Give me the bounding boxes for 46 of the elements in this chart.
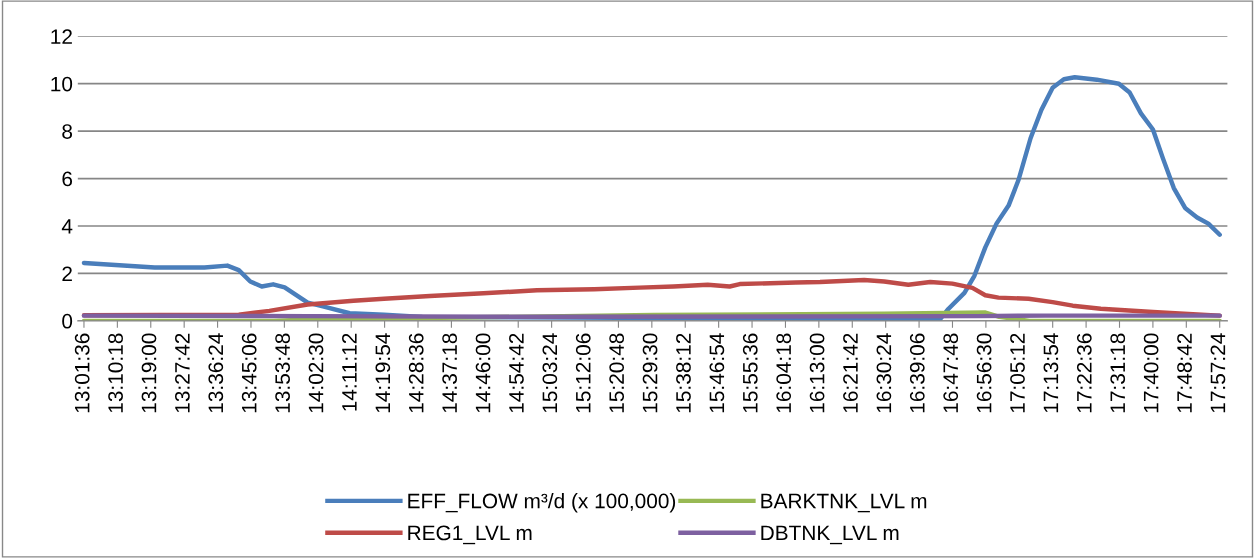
x-tick-label: 17:05:12 <box>1010 333 1025 413</box>
x-tick-label: 13:53:48 <box>275 333 290 413</box>
y-tick-label: 8 <box>62 124 73 139</box>
x-tick-label: 17:48:42 <box>1177 333 1192 413</box>
x-tick-label: 13:19:00 <box>141 333 157 413</box>
x-tick-label: 17:22:36 <box>1076 333 1092 413</box>
x-tick-label: 17:40:00 <box>1143 333 1159 413</box>
x-tick-label: 13:10:18 <box>108 333 123 413</box>
x-tick-label: 14:11:12 <box>342 333 357 411</box>
x-tick-label: 13:36:24 <box>208 333 224 413</box>
y-tick-label: 0 <box>62 313 73 329</box>
x-tick-label: 17:13:54 <box>1043 333 1059 413</box>
x-tick-label: 16:39:06 <box>909 333 925 413</box>
x-tick-label: 15:20:48 <box>609 333 625 413</box>
legend-label: BARKTNK_LVL m <box>761 493 927 513</box>
x-tick-label: 13:27:42 <box>175 333 190 413</box>
x-tick-label: 16:47:48 <box>943 333 959 413</box>
x-tick-label: 13:45:06 <box>241 333 257 413</box>
y-tick-label: 4 <box>61 219 73 234</box>
x-tick-label: 16:04:18 <box>776 333 792 413</box>
x-tick-label: 15:12:06 <box>575 333 591 413</box>
x-tick-label: 17:57:24 <box>1210 333 1226 413</box>
legend-label: DBTNK_LVL m <box>761 525 899 545</box>
x-tick-label: 14:37:18 <box>442 333 457 413</box>
legend-label: EFF_FLOW m³/d (x 100,000) <box>408 493 676 513</box>
x-tick-label: 16:56:30 <box>976 333 992 413</box>
x-tick-label: 16:13:00 <box>809 333 825 413</box>
y-tick-label: 12 <box>51 29 72 44</box>
x-tick-label: 14:46:00 <box>475 333 491 413</box>
x-tick-label: 14:19:54 <box>375 333 391 413</box>
x-tick-label: 15:03:24 <box>542 333 558 413</box>
x-tick-label: 15:38:12 <box>676 333 691 413</box>
x-tick-label: 14:28:36 <box>408 333 424 413</box>
y-tick-label: 2 <box>62 266 72 281</box>
x-tick-label: 15:55:36 <box>742 333 758 413</box>
y-tick-label: 10 <box>51 76 73 92</box>
x-tick-label: 14:54:42 <box>509 333 524 413</box>
y-tick-label: 6 <box>62 171 73 187</box>
x-tick-label: 16:21:42 <box>843 333 858 413</box>
x-tick-label: 13:01:36 <box>74 333 90 413</box>
x-tick-label: 15:29:30 <box>642 333 658 413</box>
x-tick-label: 14:02:30 <box>308 333 324 413</box>
x-tick-label: 17:31:18 <box>1110 333 1126 413</box>
legend-label: REG1_LVL m <box>408 525 532 545</box>
x-tick-label: 16:30:24 <box>876 333 892 413</box>
x-tick-label: 15:46:54 <box>709 333 725 413</box>
